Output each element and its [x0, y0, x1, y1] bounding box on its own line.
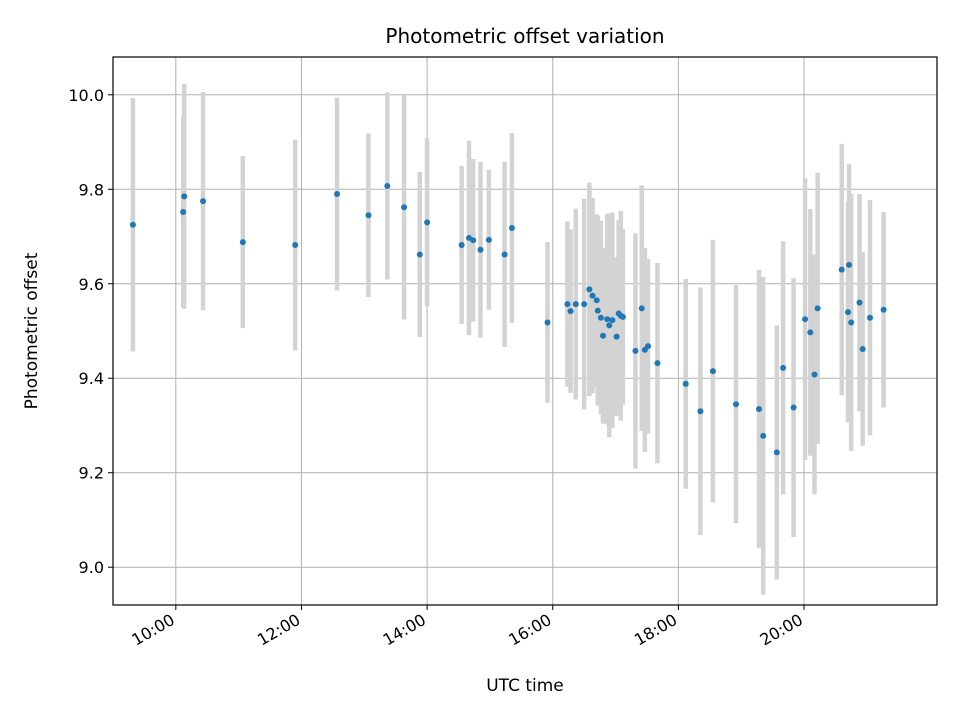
data-point [384, 182, 391, 189]
data-point [859, 345, 866, 352]
chart-title: Photometric offset variation [385, 24, 664, 48]
data-point [609, 317, 616, 324]
data-point [365, 212, 372, 219]
data-point [682, 380, 689, 387]
data-point [593, 297, 600, 304]
data-point [846, 261, 853, 268]
data-point [600, 332, 607, 339]
data-point [880, 306, 887, 313]
data-point [129, 221, 136, 228]
data-point [709, 368, 716, 375]
data-point [501, 251, 508, 258]
data-point [802, 316, 809, 323]
data-point [773, 449, 780, 456]
data-point [732, 401, 739, 408]
y-axis-label: Photometric offset [22, 252, 42, 409]
data-point [485, 236, 492, 243]
y-tick-label: 9.0 [79, 558, 104, 577]
data-point [619, 313, 626, 320]
data-point [544, 319, 551, 326]
data-point [567, 308, 574, 315]
data-point [401, 204, 408, 211]
data-point [756, 405, 763, 412]
data-point [470, 237, 477, 244]
data-point [477, 246, 484, 253]
data-point [638, 305, 645, 312]
data-point [856, 299, 863, 306]
data-point [200, 198, 207, 205]
data-point [814, 305, 821, 312]
y-tick-label: 9.6 [79, 275, 104, 294]
data-point [458, 242, 465, 249]
data-point [334, 191, 341, 197]
data-point [564, 301, 571, 308]
y-tick-label: 9.2 [79, 464, 104, 483]
data-point [654, 360, 661, 367]
data-point [838, 266, 845, 273]
data-points [129, 182, 887, 456]
data-point [181, 193, 188, 200]
x-axis-label: UTC time [486, 676, 564, 696]
y-tick-label: 10.0 [68, 86, 104, 105]
plot-frame [112, 56, 938, 606]
data-point [845, 309, 852, 316]
y-axis-ticks: 9.0 9.2 9.4 9.6 9.8 10.0 [68, 86, 113, 577]
data-point [697, 408, 704, 415]
data-point [780, 364, 787, 371]
data-point [589, 292, 596, 299]
data-point [848, 319, 855, 326]
data-point [586, 286, 593, 293]
data-point [581, 301, 588, 308]
data-point [632, 347, 639, 354]
data-point [606, 322, 613, 329]
data-point [292, 242, 299, 249]
data-point [811, 371, 818, 378]
data-point [613, 333, 620, 340]
data-point [866, 314, 873, 321]
y-tick-label: 9.8 [79, 180, 104, 199]
data-point [790, 404, 797, 411]
data-point [424, 219, 431, 226]
data-point [645, 343, 652, 350]
data-point [416, 251, 423, 258]
data-point [239, 239, 246, 246]
y-tick-label: 9.4 [79, 369, 104, 388]
data-point [508, 225, 515, 232]
data-point [597, 314, 604, 321]
data-point [180, 208, 187, 215]
data-point [760, 432, 767, 439]
data-point [807, 329, 814, 336]
data-point [604, 316, 611, 323]
data-point [594, 307, 601, 314]
data-point [572, 301, 579, 308]
